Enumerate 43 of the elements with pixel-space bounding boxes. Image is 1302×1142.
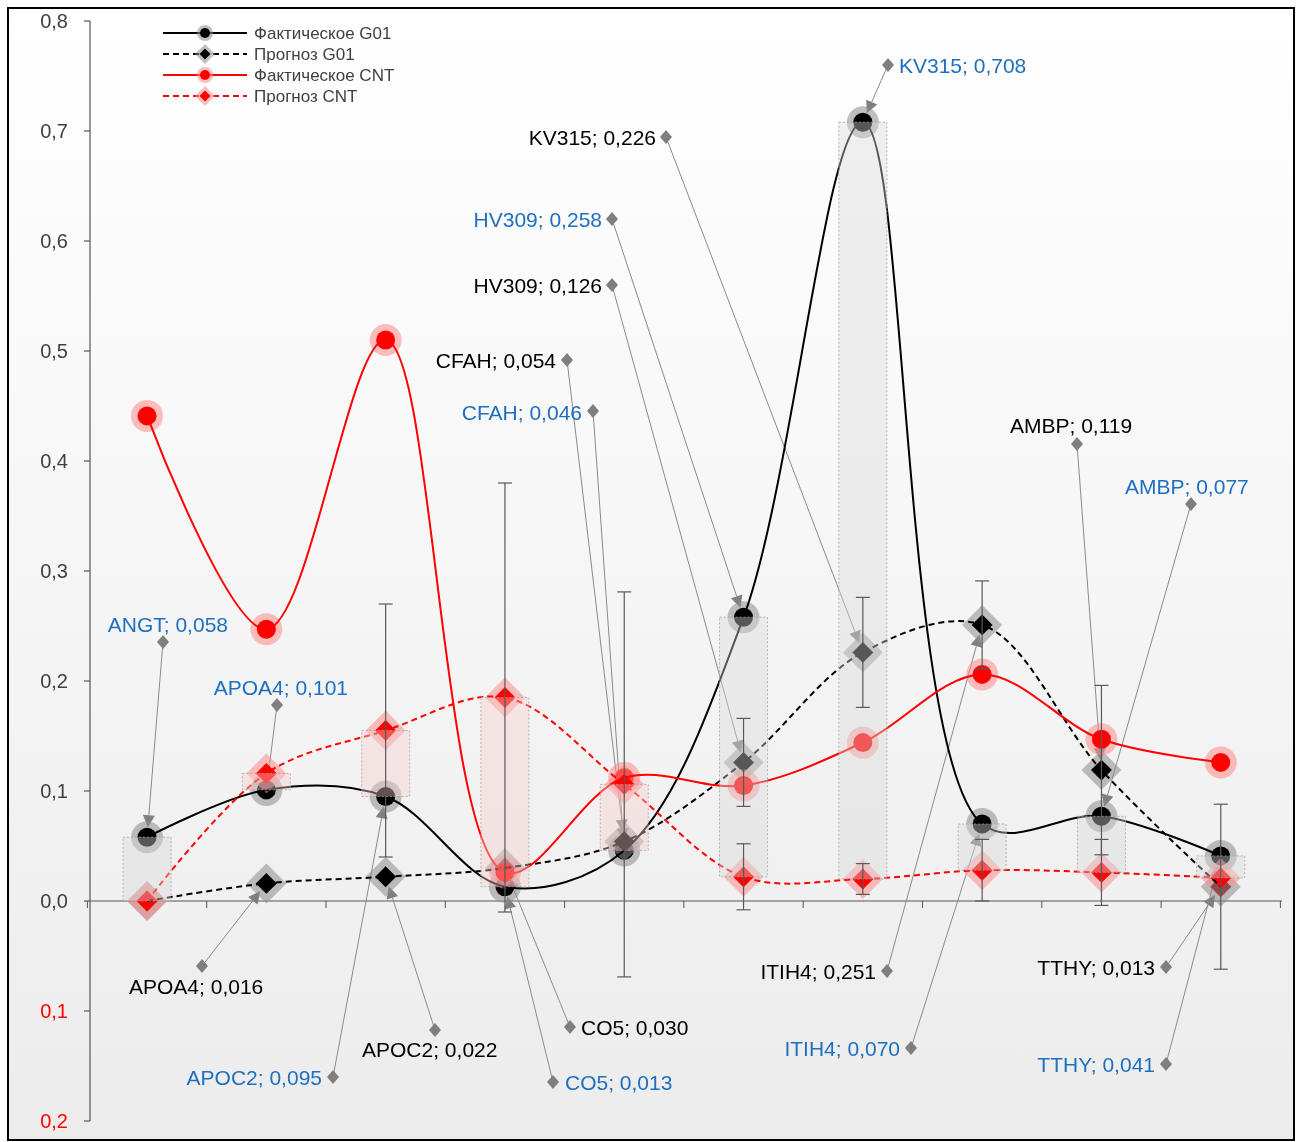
y-tick-label: 0,7 <box>40 120 68 142</box>
annotation: TTHY; 0,013 <box>1037 956 1155 980</box>
y-tick-label: 0,3 <box>40 560 68 582</box>
annotation: APOA4; 0,016 <box>129 975 264 999</box>
y-tick-label: 0,1 <box>40 1000 68 1022</box>
bar <box>599 784 649 851</box>
annotation: CFAH; 0,054 <box>435 349 557 373</box>
annotation: HV309; 0,126 <box>473 274 602 298</box>
y-tick-label: 0,8 <box>40 10 68 32</box>
annotation: AMBP; 0,077 <box>1125 475 1249 499</box>
legend-label: Фактическое CNT <box>254 65 395 85</box>
bar <box>122 836 172 902</box>
y-tick-label: 0,1 <box>40 780 68 802</box>
annotation: APOA4; 0,101 <box>213 676 348 700</box>
bar <box>1196 855 1246 879</box>
annotation: TTHY; 0,041 <box>1037 1053 1155 1077</box>
bar <box>361 730 411 797</box>
bar <box>838 121 888 880</box>
bar <box>719 616 768 878</box>
annotation: CO5; 0,013 <box>565 1071 673 1095</box>
annotation: CFAH; 0,046 <box>461 401 582 425</box>
annotation: CO5; 0,030 <box>581 1016 689 1040</box>
legend-label: Прогноз CNT <box>254 86 358 106</box>
bar <box>480 697 530 888</box>
y-tick-label: 0,4 <box>40 450 68 472</box>
annotation: ITIH4; 0,070 <box>784 1037 900 1061</box>
annotation: HV309; 0,258 <box>473 208 602 232</box>
annotation: KV315; 0,226 <box>528 126 656 150</box>
bar <box>957 823 1007 871</box>
annotation: APOC2; 0,022 <box>362 1038 498 1062</box>
y-tick-label: 0,2 <box>40 1110 68 1132</box>
legend-label: Прогноз G01 <box>254 44 355 64</box>
legend-label: Фактическое G01 <box>254 23 392 43</box>
y-tick-label: 0,6 <box>40 230 68 252</box>
annotation: ANGT; 0,058 <box>107 613 228 637</box>
bar <box>1077 815 1126 873</box>
y-tick-label: 0,2 <box>40 670 68 692</box>
annotation: ITIH4; 0,251 <box>760 960 876 984</box>
y-tick-label: 0,5 <box>40 340 68 362</box>
annotation: KV315; 0,708 <box>899 54 1027 78</box>
annotation: APOC2; 0,095 <box>186 1066 322 1090</box>
y-tick-label: 0,0 <box>40 890 68 912</box>
annotation: AMBP; 0,119 <box>1010 414 1133 438</box>
